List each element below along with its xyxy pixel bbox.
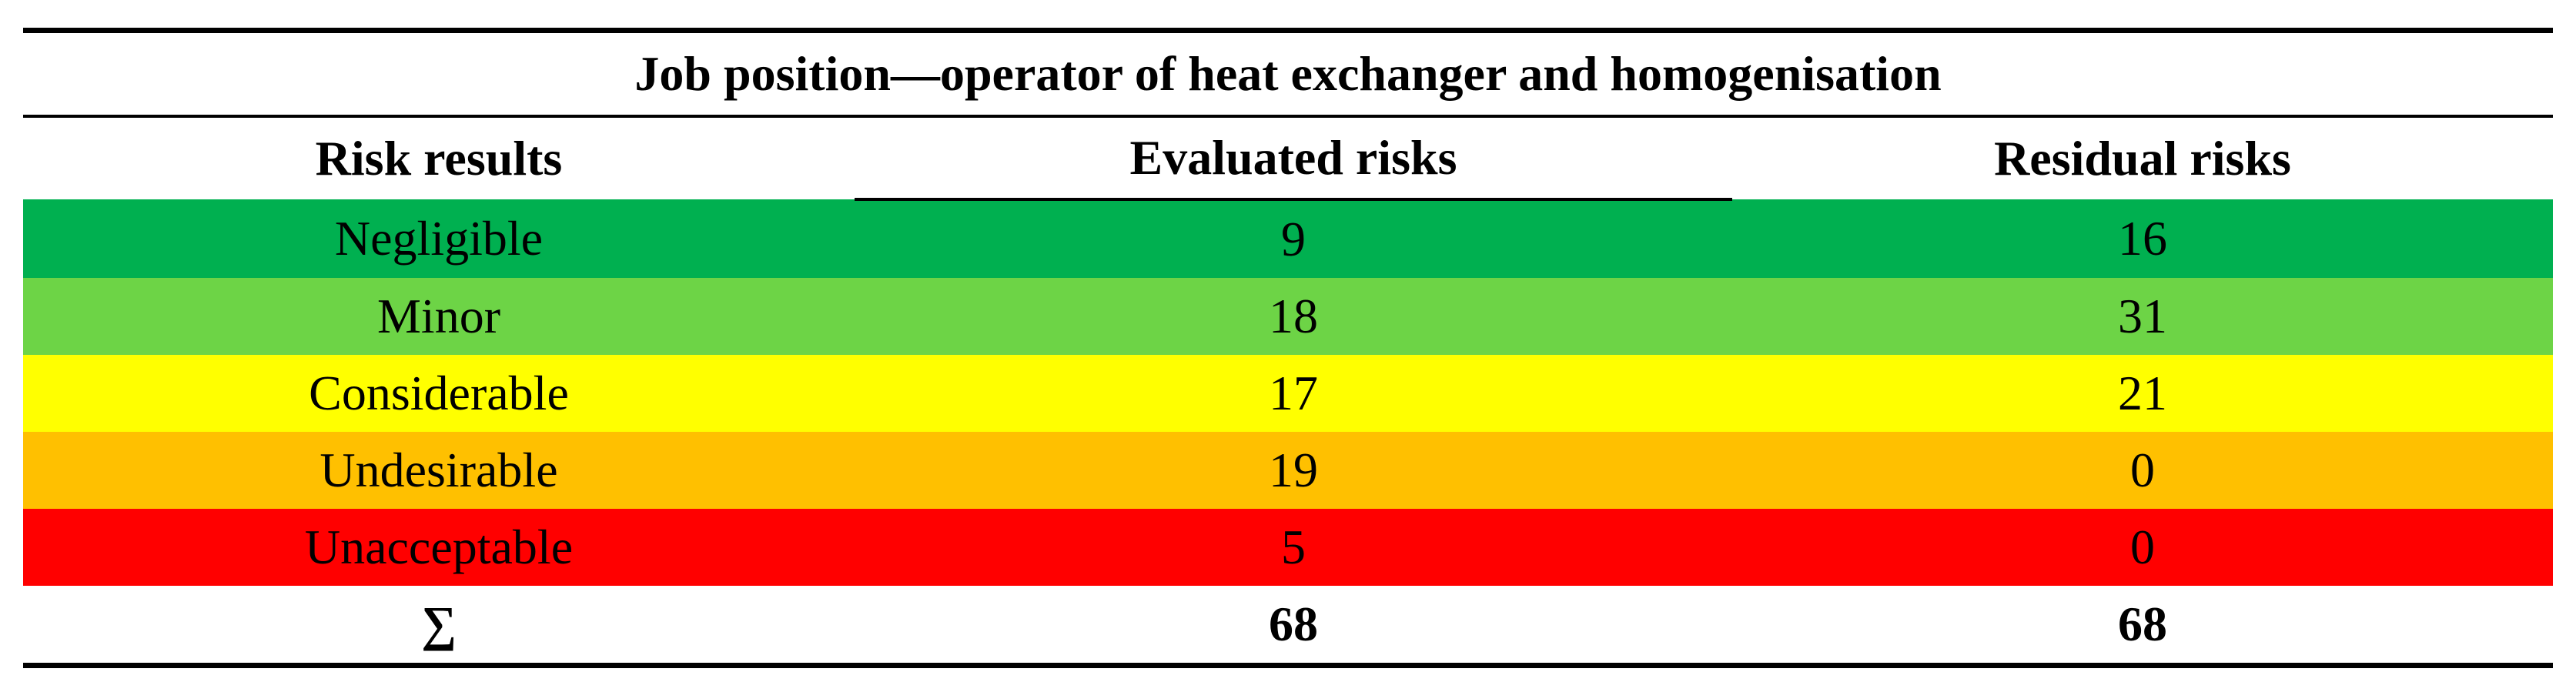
row-residual-value: 21 <box>2118 366 2168 420</box>
row-evaluated-value: 17 <box>1269 366 1318 420</box>
row-label: Unacceptable <box>304 520 574 574</box>
table-row: Considerable 17 21 <box>23 355 2554 432</box>
row-evaluated-value: 5 <box>1281 520 1306 574</box>
header-residual-risks: Residual risks <box>1994 131 2291 186</box>
row-residual-value: 0 <box>2130 520 2156 574</box>
table-row: Negligible 9 16 <box>23 199 2554 278</box>
risk-results-table: Job position—operator of heat exchanger … <box>23 28 2554 668</box>
row-label: Considerable <box>309 366 569 420</box>
row-evaluated-value: 19 <box>1269 443 1318 497</box>
total-symbol: ∑ <box>23 586 855 668</box>
table-header-row: Risk results Evaluated risks Residual ri… <box>23 116 2553 201</box>
row-evaluated-value: 9 <box>1281 212 1306 266</box>
risk-table-container: Job position—operator of heat exchanger … <box>23 28 2554 668</box>
row-residual-value: 0 <box>2130 443 2156 497</box>
table-caption-row: Job position—operator of heat exchanger … <box>23 28 2554 118</box>
total-evaluated-value: 68 <box>855 586 1732 668</box>
row-residual-value: 31 <box>2118 289 2168 343</box>
row-residual-value: 16 <box>2118 211 2168 266</box>
table-row: Undesirable 19 0 <box>23 432 2554 509</box>
table-caption: Job position—operator of heat exchanger … <box>23 28 2554 118</box>
table-row: Minor 18 31 <box>23 278 2554 355</box>
total-row: ∑ 68 68 <box>23 586 2554 668</box>
row-label: Undesirable <box>319 443 558 497</box>
table-row: Unacceptable 5 0 <box>23 509 2554 586</box>
header-evaluated-risks: Evaluated risks <box>855 116 1732 201</box>
row-label: Negligible <box>334 211 544 266</box>
total-residual-value: 68 <box>1732 586 2554 668</box>
row-label: Minor <box>377 289 500 343</box>
header-risk-results: Risk results <box>315 131 563 186</box>
row-evaluated-value: 18 <box>1269 289 1318 343</box>
